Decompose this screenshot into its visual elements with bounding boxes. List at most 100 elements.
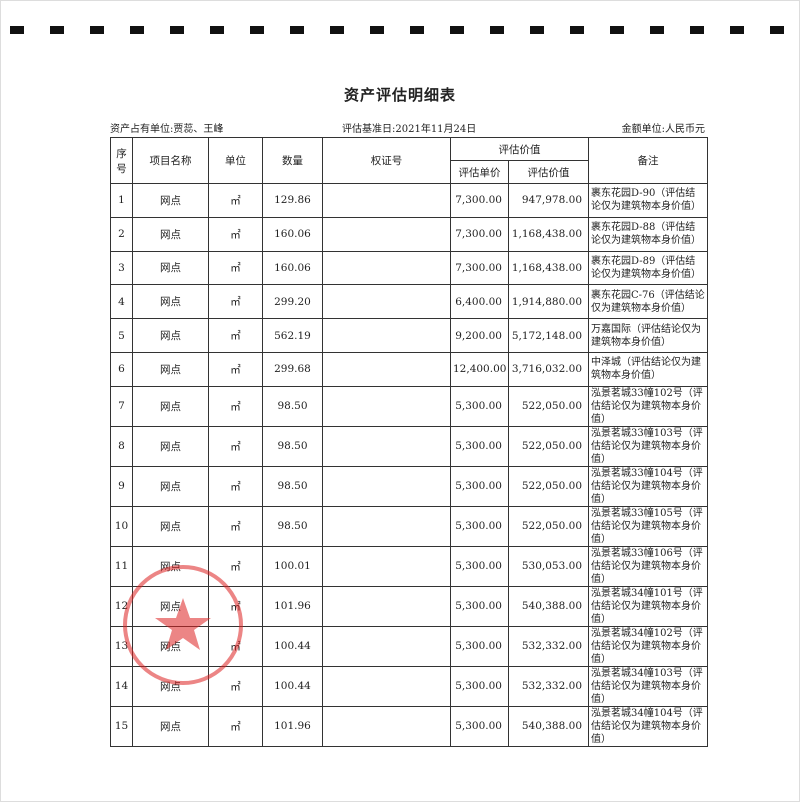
table-cell: 98.50 [262, 425, 323, 467]
table-cell: ㎡ [208, 250, 263, 286]
table-cell: ㎡ [208, 505, 263, 547]
table-cell: 98.50 [262, 505, 323, 547]
table-cell: 5,300.00 [450, 705, 509, 747]
table-cell: 98.50 [262, 385, 323, 427]
table-cell: 泓景茗城33幢102号（评估结论仅为建筑物本身价值） [588, 385, 708, 427]
table-cell [322, 284, 451, 320]
table-cell: 泓景茗城33幢104号（评估结论仅为建筑物本身价值） [588, 465, 708, 507]
table-cell: 泓景茗城33幢105号（评估结论仅为建筑物本身价值） [588, 505, 708, 547]
table-cell: 网点 [132, 351, 209, 387]
table-cell: 947,978.00 [508, 183, 589, 218]
table-cell: 160.06 [262, 250, 323, 286]
table-cell: 2 [110, 216, 133, 252]
currency-unit: 金额单位:人民币元 [621, 124, 705, 135]
table-cell: 1,168,438.00 [508, 250, 589, 286]
table-cell: 522,050.00 [508, 505, 589, 547]
header-cell: 单位 [208, 137, 263, 184]
table-cell: 3 [110, 250, 133, 286]
table-cell: 裹东花园D-90（评估结论仅为建筑物本身价值） [588, 183, 708, 218]
table-cell: 5,300.00 [450, 625, 509, 667]
table-cell: 101.96 [262, 705, 323, 747]
table-cell: 泓景茗城34幢102号（评估结论仅为建筑物本身价值） [588, 625, 708, 667]
header-cell: 评估价值 [508, 160, 589, 184]
table-cell [322, 585, 451, 627]
table-cell: ㎡ [208, 585, 263, 627]
table-cell: 网点 [132, 284, 209, 320]
table-cell: 裹东花园D-88（评估结论仅为建筑物本身价值） [588, 216, 708, 252]
table-cell: 网点 [132, 318, 209, 353]
table-cell: 101.96 [262, 585, 323, 627]
table-cell: 5 [110, 318, 133, 353]
table-cell: 网点 [132, 425, 209, 467]
table-cell [322, 183, 451, 218]
table-cell: 160.06 [262, 216, 323, 252]
table-cell: 万嘉国际（评估结论仅为建筑物本身价值） [588, 318, 708, 353]
table-cell: 裹东花园D-89（评估结论仅为建筑物本身价值） [588, 250, 708, 286]
table-cell [322, 385, 451, 427]
scan-edge [10, 26, 790, 34]
header-cell: 序号 [110, 137, 133, 184]
table-cell: 299.68 [262, 351, 323, 387]
table-row: 13网点㎡100.445,300.00532,332.00泓景茗城34幢102号… [110, 625, 708, 667]
header-cell: 项目名称 [132, 137, 209, 184]
table-cell: 1,914,880.00 [508, 284, 589, 320]
table-cell: 9,200.00 [450, 318, 509, 353]
table-cell: 100.01 [262, 545, 323, 587]
table-cell: 540,388.00 [508, 585, 589, 627]
table-cell: ㎡ [208, 705, 263, 747]
table-cell: 7 [110, 385, 133, 427]
owner: 资产占有单位:贾蕊、王峰 [110, 124, 224, 135]
table-cell: ㎡ [208, 385, 263, 427]
table-cell: 1,168,438.00 [508, 216, 589, 252]
table-cell: 5,300.00 [450, 385, 509, 427]
table-cell [322, 425, 451, 467]
header-cell: 评估价值 [450, 137, 589, 161]
table-cell: ㎡ [208, 216, 263, 252]
table-cell: 8 [110, 425, 133, 467]
table-cell: 网点 [132, 465, 209, 507]
table-cell [322, 505, 451, 547]
table-cell: 5,300.00 [450, 545, 509, 587]
header-cell: 评估单价 [450, 160, 509, 184]
header-cell: 数量 [262, 137, 323, 184]
table-cell: 泓景茗城34幢101号（评估结论仅为建筑物本身价值） [588, 585, 708, 627]
table-cell: 裹东花园C-76（评估结论仅为建筑物本身价值） [588, 284, 708, 320]
seal [123, 565, 243, 685]
table-cell: 10 [110, 505, 133, 547]
table-cell: ㎡ [208, 351, 263, 387]
date: 评估基准日:2021年11月24日 [342, 124, 477, 135]
table-cell: 129.86 [262, 183, 323, 218]
title: 资产评估明细表 [343, 86, 456, 104]
table-cell: 100.44 [262, 625, 323, 667]
table-cell: 522,050.00 [508, 385, 589, 427]
table-cell: 网点 [132, 183, 209, 218]
table-cell: 7,300.00 [450, 250, 509, 286]
table-cell: 15 [110, 705, 133, 747]
table-cell: 泓景茗城33幢103号（评估结论仅为建筑物本身价值） [588, 425, 708, 467]
table-cell: 7,300.00 [450, 183, 509, 218]
table-cell [322, 351, 451, 387]
table-cell: 4 [110, 284, 133, 320]
table-cell: ㎡ [208, 183, 263, 218]
table-cell: ㎡ [208, 465, 263, 507]
table-cell: 540,388.00 [508, 705, 589, 747]
table-cell: 6,400.00 [450, 284, 509, 320]
table-cell: ㎡ [208, 318, 263, 353]
table-cell: 1 [110, 183, 133, 218]
table-cell: 522,050.00 [508, 425, 589, 467]
header-cell: 权证号 [322, 137, 451, 184]
table-cell: 网点 [132, 705, 209, 747]
table-cell: 532,332.00 [508, 665, 589, 707]
table-cell [322, 250, 451, 286]
table-cell [322, 465, 451, 507]
table-cell: 3,716,032.00 [508, 351, 589, 387]
